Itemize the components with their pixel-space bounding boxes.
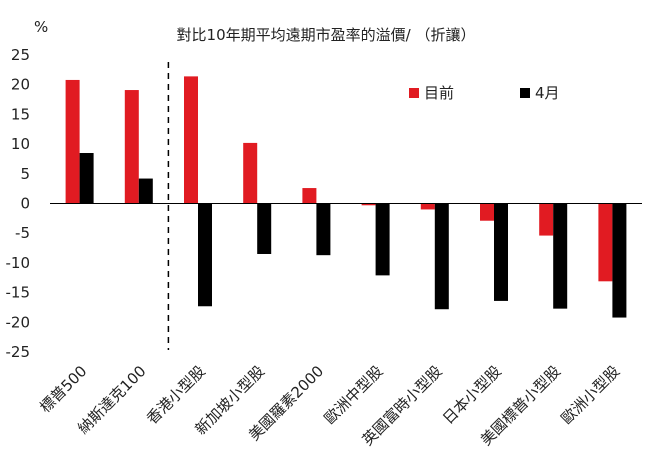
legend-swatch (520, 88, 530, 98)
y-tick-label: -25 (6, 343, 31, 361)
y-tick-label: 0 (20, 195, 30, 213)
bar-current (124, 90, 139, 204)
legend-swatch (409, 88, 419, 98)
y-tick-label: -15 (6, 284, 31, 302)
bar-april (138, 178, 153, 204)
y-axis: 25 20 15 10 5 0 -5 -10 -15 -20 -25 (6, 46, 31, 361)
y-tick-label: 20 (11, 76, 30, 94)
bar-april (198, 203, 212, 307)
y-tick-label: 25 (11, 46, 30, 64)
y-tick-label: 10 (11, 135, 30, 153)
bar-april (79, 153, 94, 204)
bar-april (494, 203, 508, 301)
legend-label: 目前 (424, 84, 454, 102)
bar-current (539, 203, 554, 236)
bars (65, 76, 627, 318)
y-tick-label: 5 (20, 165, 30, 183)
bar-april (257, 203, 272, 254)
bar-current (243, 142, 258, 204)
bar-april (375, 203, 390, 276)
bar-april (553, 203, 568, 309)
bar-current (480, 203, 494, 221)
y-tick-label: -20 (6, 313, 31, 331)
x-tick-label: 歐洲小型股 (557, 362, 623, 428)
legend-label: 4月 (535, 84, 560, 102)
x-axis: 標普500納斯達克100香港小型股新加坡小型股美國羅素2000歐洲中型股英國富時… (36, 362, 623, 449)
bar-current (184, 76, 198, 204)
bar-april (612, 203, 627, 318)
bar-current (65, 79, 80, 204)
y-tick-label: -5 (15, 224, 30, 242)
bar-current (361, 203, 376, 206)
legend: 目前 4月 (409, 84, 560, 102)
chart-title: 對比10年期平均遠期市盈率的溢價/ （折讓） (177, 26, 476, 44)
y-tick-label: -10 (6, 254, 31, 272)
x-tick-label: 標普500 (36, 362, 90, 416)
bar-current (420, 203, 435, 210)
y-tick-label: 15 (11, 105, 30, 123)
bar-april (316, 203, 331, 256)
bar-current (302, 188, 317, 204)
y-unit-label: % (34, 18, 48, 36)
bar-april (434, 203, 449, 310)
bar-current (598, 203, 613, 282)
